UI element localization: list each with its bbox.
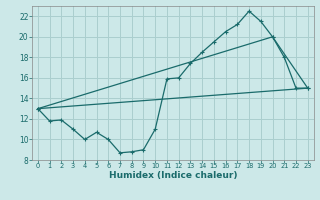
X-axis label: Humidex (Indice chaleur): Humidex (Indice chaleur) xyxy=(108,171,237,180)
